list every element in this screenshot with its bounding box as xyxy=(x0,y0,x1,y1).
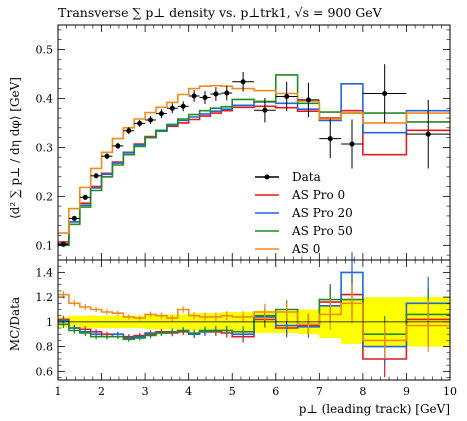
data-point xyxy=(137,120,143,126)
ratio-frame xyxy=(57,259,451,381)
data-point xyxy=(82,194,88,200)
data-point xyxy=(158,111,164,117)
data-point xyxy=(169,105,175,111)
main-y-tick-label: 0.5 xyxy=(36,43,54,56)
mc-line xyxy=(58,74,450,247)
mc-line xyxy=(58,84,450,234)
x-axis-label: p⊥ (leading track) [GeV] xyxy=(299,402,450,416)
data-point xyxy=(349,141,355,147)
legend: Data AS Pro 0 AS Pro 20 AS Pro 50 AS 0 xyxy=(255,170,353,256)
x-tick-label: 7 xyxy=(316,385,323,398)
data-points xyxy=(58,64,450,247)
data-point xyxy=(262,107,268,113)
data-point xyxy=(425,131,431,137)
ratio-y-tick-label: 1 xyxy=(46,316,53,329)
main-series xyxy=(58,74,450,247)
ratio-y-axis-label: MC/Data xyxy=(8,297,22,351)
main-y-tick-label: 0.3 xyxy=(36,141,54,154)
legend-data-marker xyxy=(264,174,270,180)
legend-label: AS 0 xyxy=(291,242,320,256)
data-point xyxy=(284,93,290,99)
data-point xyxy=(104,153,110,159)
data-point xyxy=(202,94,208,100)
legend-label: AS Pro 0 xyxy=(291,188,345,202)
ratio-y-tick-label: 0.6 xyxy=(36,365,54,378)
mc-line xyxy=(58,105,450,243)
data-point xyxy=(305,97,311,103)
x-tick-label: 10 xyxy=(443,385,457,398)
x-tick-label: 3 xyxy=(142,385,149,398)
main-y-axis-label: ⟨d² ∑ p⊥ / dη dφ⟩ [GeV] xyxy=(8,77,22,219)
x-tick-label: 8 xyxy=(359,385,366,398)
legend-label: AS Pro 50 xyxy=(291,224,353,238)
x-tick-label: 4 xyxy=(185,385,192,398)
data-point xyxy=(382,91,388,97)
x-tick-label: 9 xyxy=(403,385,410,398)
data-point xyxy=(148,117,154,123)
data-point xyxy=(71,215,77,221)
x-tick-label: 2 xyxy=(98,385,105,398)
data-point xyxy=(126,128,132,134)
ratio-y-tick-label: 1.2 xyxy=(36,291,54,304)
legend-label-data: Data xyxy=(292,170,321,184)
data-point xyxy=(213,91,219,97)
ratio-y-tick-label: 1.4 xyxy=(36,266,54,279)
main-y-tick-label: 0.4 xyxy=(36,92,54,105)
ratio-series xyxy=(58,252,450,378)
x-tick-label: 6 xyxy=(272,385,279,398)
axes: 1 2 3 4 5 6 7 8 9 10 0.1 0.2 0.3 0.4 0.5 0.6 0.8 1 1.2 1.4 xyxy=(36,24,457,398)
main-frame xyxy=(57,24,451,261)
x-tick-label: 1 xyxy=(55,385,62,398)
ratio-y-tick-label: 0.8 xyxy=(36,341,54,354)
data-point xyxy=(60,241,66,247)
legend-label: AS Pro 20 xyxy=(291,206,353,220)
data-point xyxy=(191,93,197,99)
data-point xyxy=(327,136,333,142)
data-point xyxy=(93,173,99,179)
main-y-tick-label: 0.1 xyxy=(36,239,54,252)
data-point xyxy=(180,103,186,109)
data-point xyxy=(115,143,121,149)
data-point xyxy=(224,90,230,96)
main-y-tick-label: 0.2 xyxy=(36,190,54,203)
chart-title: Transverse ∑ p⊥ density vs. p⊥trk1, √s =… xyxy=(58,5,383,20)
data-point xyxy=(240,79,246,85)
x-tick-label: 5 xyxy=(229,385,236,398)
